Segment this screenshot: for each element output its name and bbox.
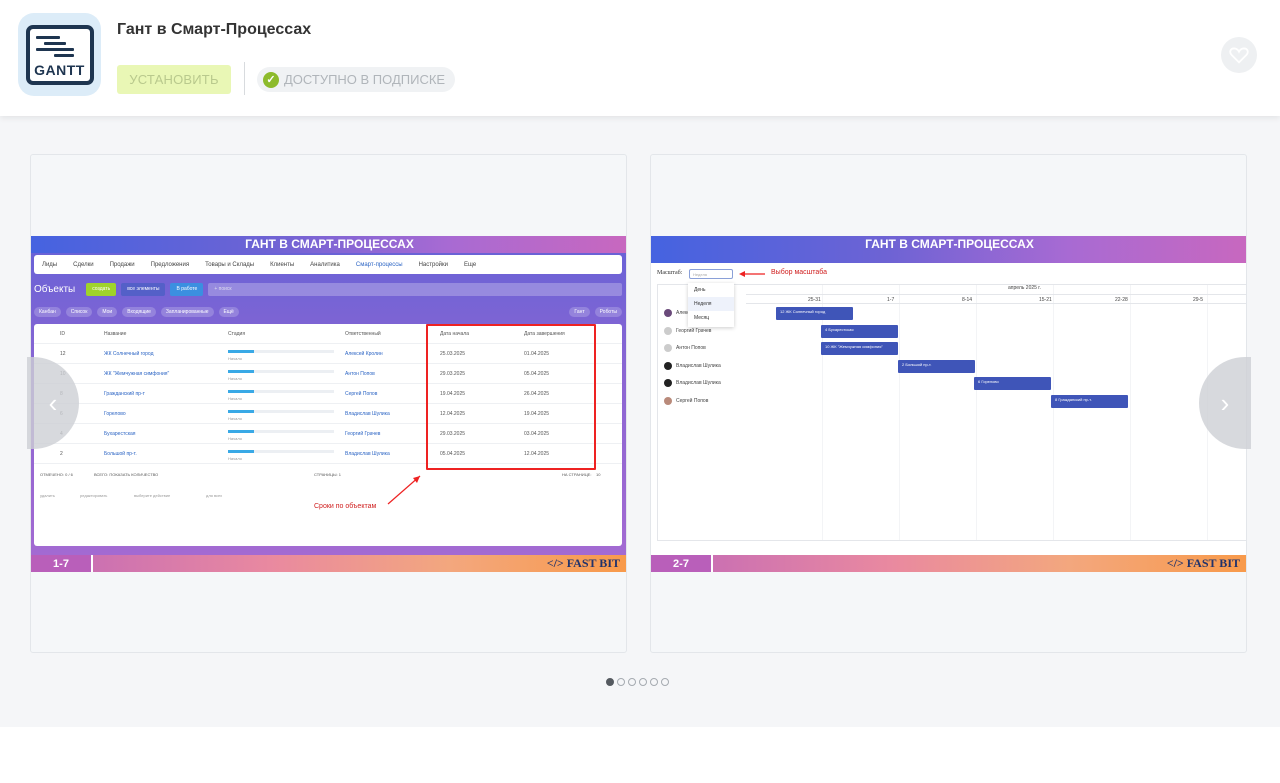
chevron-right-icon: › xyxy=(1220,387,1230,418)
carousel-dot[interactable] xyxy=(617,678,625,686)
slide-image-2: ГАНТ В СМАРТ-ПРОЦЕССАХ Масштаб: Неделя В… xyxy=(651,236,1246,572)
gantt-bar[interactable]: 12 ЖК Солнечный город xyxy=(776,307,853,320)
slide-footer: 2-7 </> FAST BIT xyxy=(651,555,1246,572)
install-button[interactable]: УСТАНОВИТЬ xyxy=(117,65,231,94)
screenshot-gallery: ГАНТ В СМАРТ-ПРОЦЕССАХ Лиды Сделки Прода… xyxy=(0,116,1280,727)
brand-logo: </> FAST BIT xyxy=(546,556,620,570)
slide-footer: 1-7 </> FAST BIT xyxy=(31,555,626,572)
crm-toolbar: Объекты создать все элементы В работе + … xyxy=(34,280,622,298)
gantt-app-icon: GANTT xyxy=(18,13,101,96)
heart-icon xyxy=(1229,47,1249,64)
scale-option[interactable]: Месяц xyxy=(694,315,710,321)
gantt-bar[interactable]: 2 Большой пр-т. xyxy=(898,360,975,373)
crm-view-tabs: Канбан Список Мои Входящие Запланированн… xyxy=(34,306,622,318)
scale-select[interactable]: Неделя xyxy=(689,269,733,279)
table-row: 2 Большой пр-т. Начало Владислав Шулика … xyxy=(34,444,622,464)
dates-annotation: Сроки по объектам xyxy=(314,503,377,510)
dates-highlight-box xyxy=(426,324,596,470)
gantt-person: Георгий Грачев xyxy=(664,327,711,335)
brand-logo: </> FAST BIT xyxy=(1166,556,1240,570)
carousel-dots xyxy=(606,678,669,686)
carousel-dot[interactable] xyxy=(606,678,614,686)
crm-table: ID Название Стадия Ответственный Дата на… xyxy=(34,324,622,546)
slide-card-1[interactable]: ГАНТ В СМАРТ-ПРОЦЕССАХ Лиды Сделки Прода… xyxy=(30,154,627,653)
gantt-bar[interactable]: 10 ЖК "Жемчужная симфония" xyxy=(821,342,898,355)
carousel-dot[interactable] xyxy=(628,678,636,686)
table-footer: ОТМЕЧЕНО: 0 / 6 ВСЕГО: ПОКАЗАТЬ КОЛИЧЕСТ… xyxy=(40,472,601,477)
subscription-badge: ✓ ДОСТУПНО В ПОДПИСКЕ xyxy=(257,67,456,92)
gantt-bar[interactable]: 6 Горелово xyxy=(974,377,1051,390)
carousel-dot[interactable] xyxy=(650,678,658,686)
scale-option[interactable]: Неделя xyxy=(688,297,734,311)
table-row: 12 ЖК Солнечный город Начало Алексей Кро… xyxy=(34,344,622,364)
slide-card-2[interactable]: ГАНТ В СМАРТ-ПРОЦЕССАХ Масштаб: Неделя В… xyxy=(650,154,1247,653)
annotation-arrow-icon xyxy=(739,271,765,277)
slide-image-1: ГАНТ В СМАРТ-ПРОЦЕССАХ Лиды Сделки Прода… xyxy=(31,236,626,572)
app-title: Гант в Смарт-Процессах xyxy=(117,21,312,38)
gantt-person: Владислав Шулика xyxy=(664,362,721,370)
gantt-bar[interactable]: 4 Бухарестская xyxy=(821,325,898,338)
carousel-dot[interactable] xyxy=(661,678,669,686)
app-header: GANTT Гант в Смарт-Процессах УСТАНОВИТЬ … xyxy=(0,0,1280,116)
carousel-dot[interactable] xyxy=(639,678,647,686)
chevron-left-icon: ‹ xyxy=(48,387,58,418)
slide-counter: 2-7 xyxy=(651,555,713,572)
divider xyxy=(244,62,245,95)
scale-label: Масштаб: xyxy=(657,270,683,276)
gantt-chart: апрель 2025 г. 25-31 1-7 8-14 15-21 22-2… xyxy=(657,283,1246,541)
slide-counter: 1-7 xyxy=(31,555,93,572)
scale-annotation: Выбор масштаба xyxy=(771,269,828,276)
table-header: ID Название Стадия Ответственный Дата на… xyxy=(34,324,622,344)
gantt-person: Антон Попов xyxy=(664,344,706,352)
table-actions: удалить редактировать выберите действие … xyxy=(40,493,223,498)
check-icon: ✓ xyxy=(263,71,279,88)
crm-screenshot: Лиды Сделки Продажи Предложения Товары и… xyxy=(31,253,626,555)
gantt-person: Владислав Шулика xyxy=(664,379,721,387)
gantt-person: Сергей Попов xyxy=(664,397,708,405)
gantt-bar[interactable]: 8 Гражданский пр-т. xyxy=(1051,395,1128,408)
slide-banner: ГАНТ В СМАРТ-ПРОЦЕССАХ xyxy=(651,236,1246,263)
scale-option[interactable]: День xyxy=(694,287,706,293)
crm-nav: Лиды Сделки Продажи Предложения Товары и… xyxy=(34,255,622,274)
scale-dropdown: День Неделя Месяц xyxy=(688,283,734,327)
annotation-arrow-icon xyxy=(387,475,421,505)
favorite-button[interactable] xyxy=(1221,37,1257,73)
